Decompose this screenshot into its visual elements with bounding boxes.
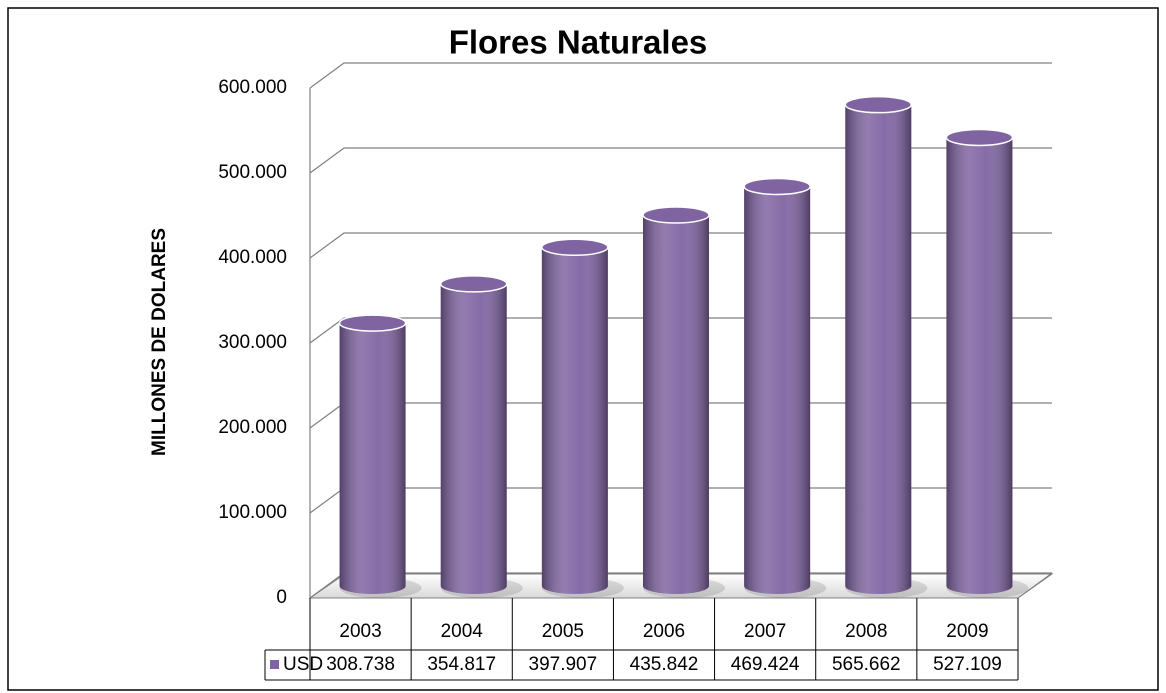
grid-line	[309, 317, 1052, 344]
y-tick-label: 200.000	[218, 417, 287, 438]
data-label: 354.817	[427, 654, 496, 675]
y-tick-label: 500.000	[218, 162, 287, 183]
chart-title: Flores Naturales	[449, 24, 708, 61]
x-tick-label: 2008	[845, 621, 887, 642]
data-label: 565.662	[832, 654, 901, 675]
data-label: 397.907	[529, 654, 598, 675]
y-tick-label: 600.000	[218, 77, 287, 98]
x-tick-label: 2005	[542, 621, 584, 642]
legend-label: USD	[283, 654, 323, 675]
bar-shading	[845, 104, 912, 594]
y-tick-label: 0	[276, 587, 287, 608]
bar-shading	[744, 186, 811, 594]
bar-top	[642, 206, 710, 224]
bar-top	[743, 177, 811, 196]
x-tick-label: 2004	[441, 621, 484, 642]
grid-line	[309, 232, 1052, 259]
grid-line	[309, 62, 1052, 89]
bar-shading	[440, 283, 507, 594]
bar-top	[844, 95, 913, 114]
bar-top	[338, 314, 407, 332]
data-label: 308.738	[326, 654, 395, 675]
y-tick-label: 400.000	[218, 247, 287, 268]
bar-shading	[643, 215, 709, 594]
bar-shading	[946, 137, 1013, 595]
x-tick-label: 2006	[643, 621, 685, 642]
legend-swatch	[270, 660, 279, 669]
x-tick-label: 2007	[744, 621, 786, 642]
x-tick-label: 2003	[339, 621, 381, 642]
y-tick-label: 100.000	[218, 502, 287, 523]
grid-line	[309, 147, 1052, 174]
y-tick-label: 300.000	[218, 332, 287, 353]
bar-shading	[339, 323, 406, 594]
bar-top	[439, 275, 508, 293]
x-tick-label: 2009	[946, 621, 988, 642]
floor-edge	[1017, 572, 1053, 599]
data-label: 469.424	[731, 654, 800, 675]
data-label: 435.842	[630, 654, 699, 675]
bar-top	[541, 238, 609, 257]
y-axis-label: MILLONES DE DOLARES	[149, 228, 170, 456]
bar-top	[945, 128, 1014, 147]
bar-shading	[541, 247, 608, 594]
data-label: 527.109	[933, 654, 1002, 675]
